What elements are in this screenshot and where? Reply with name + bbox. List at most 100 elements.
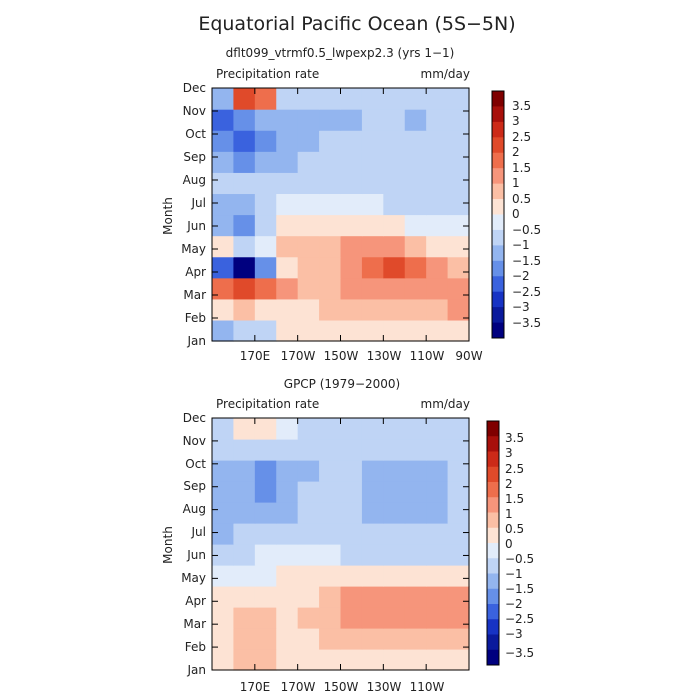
panel-1-colorbar-swatch [492, 121, 504, 138]
panel-1-colorbar-swatch [492, 183, 504, 200]
panel-1-cell [212, 130, 235, 152]
panel-2-cell [297, 565, 320, 587]
panel-1-cell [319, 193, 342, 216]
panel-2-ytick-label: Apr [185, 594, 206, 608]
panel-1-cell [233, 88, 256, 110]
panel-1-cell [361, 256, 384, 279]
panel-2-cell [319, 628, 342, 650]
panel-2-cell [212, 502, 235, 524]
panel-1-cell [233, 319, 256, 342]
panel-1-cell [447, 130, 470, 152]
panel-2-cell [276, 607, 299, 629]
panel-1-cell [319, 319, 342, 342]
panel-1-ytick-label: Feb [185, 311, 206, 325]
panel-1-cell [276, 130, 299, 152]
panel-2-cell [276, 649, 299, 671]
panel-2-cell [340, 460, 363, 482]
panel-1-cell [361, 277, 384, 300]
panel-1-cell [426, 214, 449, 237]
panel-1-cell [426, 319, 449, 342]
panel-2-cell [426, 565, 449, 587]
panel-1-xtick-label: 150W [324, 349, 359, 363]
panel-2-cell [319, 586, 342, 608]
panel-2-cell [276, 544, 299, 566]
panel-1-cell [404, 172, 427, 195]
panel-1-cell [212, 151, 235, 173]
panel-2-cell [426, 502, 449, 524]
panel-1-cell [383, 151, 406, 173]
panel-2-colorbar-swatch [487, 512, 499, 529]
panel-1-cell [233, 277, 256, 300]
panel-1-ytick-label: Jan [187, 334, 207, 348]
panel-1-colorbar-label: 2 [512, 145, 520, 159]
panel-1-cell [426, 172, 449, 195]
panel-2-cell [233, 460, 256, 482]
panel-1-cell [254, 256, 277, 279]
panel-2-cell [319, 439, 342, 461]
panel-2-cell [447, 628, 470, 650]
panel-2-cell [383, 607, 406, 629]
panel-1-colorbar-swatch [492, 137, 504, 154]
panel-2-cell [426, 460, 449, 482]
panel-1-cell [404, 235, 427, 258]
figure-title: Equatorial Pacific Ocean (5S−5N) [198, 13, 515, 35]
panel-2-cell [383, 628, 406, 650]
panel-2: GPCP (1979−2000) Precipitation rate mm/d… [161, 377, 534, 694]
panel-1-colorbar-label: 1 [512, 176, 520, 190]
panel-1-colorbar-swatch [492, 91, 504, 107]
panel-2-cell [426, 607, 449, 629]
panel-2-cell [447, 481, 470, 503]
panel-2-colorbar-label: −0.5 [505, 552, 534, 566]
panel-2-cell [404, 586, 427, 608]
panel-1-cell [212, 235, 235, 258]
panel-2-cell [319, 523, 342, 545]
panel-1-cell [447, 151, 470, 173]
panel-2-xtick-label: 150W [324, 680, 359, 694]
panel-1-cell [212, 109, 235, 131]
panel-2-xtick-label: 170W [281, 680, 316, 694]
panel-1-cell [233, 193, 256, 216]
panel-2-xtick-label: 170E [240, 680, 271, 694]
panel-2-cell [233, 565, 256, 587]
panel-2-colorbar-label: 3.5 [505, 431, 524, 445]
panel-1-cell [233, 109, 256, 131]
panel-1-cell [426, 151, 449, 173]
panel-1-cell [212, 256, 235, 279]
panel-2-cell [212, 460, 235, 482]
panel-2-cell [254, 649, 277, 671]
panel-1-cell [361, 88, 384, 110]
panel-1-cell [297, 88, 320, 110]
panel-2-cell [404, 649, 427, 671]
panel-2-cell [447, 502, 470, 524]
panel-1-cell [404, 277, 427, 300]
panel-2-colorbar-swatch [487, 497, 499, 513]
panel-2-cell [426, 523, 449, 545]
panel-2-colorbar-labels: 3.5 3 2.5 2 1.5 1 0.5 0 −0.5 −1 −1.5 −2 … [505, 431, 534, 660]
panel-2-ytick-label: Feb [185, 640, 206, 654]
panel-1-cell [297, 298, 320, 321]
panel-2-xtick-label: 130W [367, 680, 402, 694]
panel-2-cell [340, 481, 363, 503]
panel-1-colorbar-label: −0.5 [512, 223, 541, 237]
panel-2-cell [404, 481, 427, 503]
panel-1-cell [404, 256, 427, 279]
panel-1-cell [233, 256, 256, 279]
panel-1-cell [361, 298, 384, 321]
panel-2-cell [276, 586, 299, 608]
panel-1-colorbar-label: 3.5 [512, 99, 531, 113]
panel-1-colorbar-label: −1 [512, 238, 530, 252]
panel-1-cell [233, 214, 256, 237]
panel-1-colorbar-labels: 3.5 3 2.5 2 1.5 1 0.5 0 −0.5 −1 −1.5 −2 … [512, 99, 541, 330]
panel-1-cell [340, 235, 363, 258]
panel-2-cell [254, 628, 277, 650]
panel-1-cell [319, 235, 342, 258]
panel-1-cell [212, 88, 235, 110]
panel-2-colorbar-swatch [487, 558, 499, 574]
panel-1-cell [276, 109, 299, 131]
panel-2-cell [212, 649, 235, 671]
panel-2-colorbar-swatch [487, 634, 499, 651]
panel-2-cell [297, 607, 320, 629]
panel-1-cell [426, 235, 449, 258]
panel-1-xtick-label: 110W [410, 349, 445, 363]
panel-1-cell [361, 130, 384, 152]
